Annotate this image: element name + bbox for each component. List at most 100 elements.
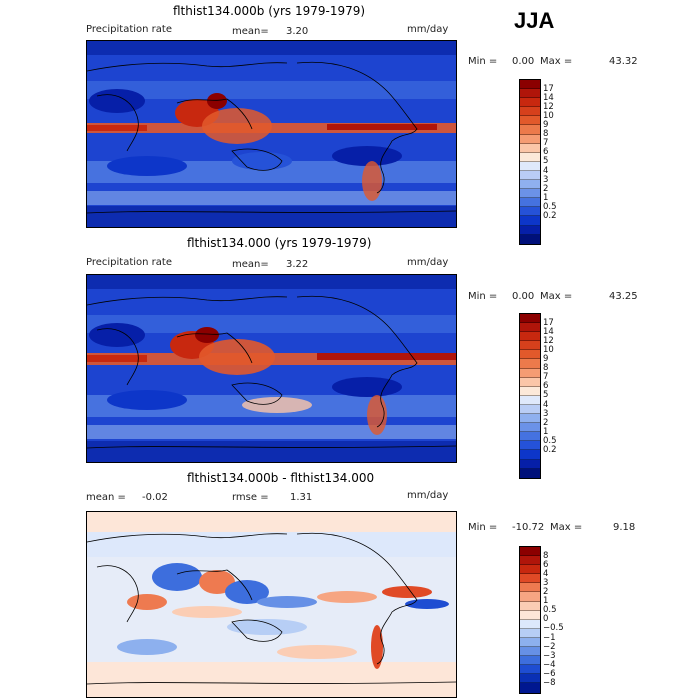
panel1-mean-label: mean=	[232, 26, 269, 37]
colorbar-tick-label: 4	[543, 165, 549, 176]
panel2-max-label: Max =	[540, 291, 573, 302]
colorbar-swatch	[520, 565, 540, 575]
panel2-precip-map	[86, 274, 457, 463]
panel1-units: mm/day	[407, 24, 449, 35]
panel3-title: flthist134.000b - flthist134.000	[187, 471, 375, 485]
colorbar-swatch	[520, 637, 540, 648]
colorbar-tick-label: −4	[543, 659, 556, 670]
panel1-mean-value: 3.20	[286, 26, 309, 37]
colorbar-tick-label: 10	[543, 344, 554, 355]
colorbar-tick-label: 0.5	[543, 435, 557, 446]
colorbar-swatch	[520, 665, 540, 675]
panel2-min-value: 0.00	[512, 291, 535, 302]
colorbar-swatch	[520, 161, 540, 171]
colorbar-tick-label: −6	[543, 668, 556, 679]
colorbar-tick-label: 2	[543, 417, 549, 428]
colorbar-swatch	[520, 547, 540, 557]
colorbar-swatch	[520, 441, 540, 451]
colorbar-tick-label: 14	[543, 326, 554, 337]
colorbar-tick-label: 5	[543, 156, 549, 167]
colorbar-swatch	[520, 207, 540, 217]
colorbar-swatch	[520, 656, 540, 666]
colorbar-tick-label: 6	[543, 559, 549, 570]
colorbar-tick-label: 7	[543, 138, 549, 149]
panel2-title: flthist134.000 (yrs 1979-1979)	[187, 236, 372, 250]
colorbar-swatch	[520, 125, 540, 135]
colorbar-swatch	[520, 189, 540, 199]
panel3-max-value: 9.18	[613, 522, 636, 533]
colorbar-tick-label: 0	[543, 614, 549, 625]
colorbar-tick-label: 0.2	[543, 445, 557, 455]
colorbar-swatch	[520, 198, 540, 208]
panel3-min-value: -10.72	[512, 522, 545, 533]
colorbar-tick-label: 17	[543, 317, 554, 328]
colorbar-tick-label: 10	[543, 110, 554, 121]
colorbar-tick-label: 3	[543, 174, 549, 185]
colorbar-swatch	[520, 583, 540, 593]
panel1-min-label: Min =	[468, 56, 498, 67]
panel2-max-value: 43.25	[609, 291, 638, 302]
colorbar-tick-label: 9	[543, 120, 549, 130]
colorbar-tick-label: −2	[543, 641, 556, 652]
colorbar-swatch	[520, 332, 540, 342]
panel3-rmse-label: rmse =	[232, 492, 269, 503]
colorbar-tick-label: 6	[543, 147, 549, 158]
colorbar-swatch	[520, 574, 540, 584]
colorbar-tick-label: −1	[543, 632, 556, 643]
colorbar-swatch	[520, 216, 540, 226]
colorbar-tick-label: −0.5	[543, 623, 564, 634]
panel3-mean-value: -0.02	[142, 492, 168, 503]
panel1-title: flthist134.000b (yrs 1979-1979)	[173, 4, 366, 18]
colorbar-tick-label: 9	[543, 354, 549, 364]
colorbar-swatch	[520, 674, 540, 684]
colorbar-swatch	[520, 180, 540, 190]
colorbar-swatch	[520, 450, 540, 460]
panel3-mean-label: mean =	[86, 492, 126, 503]
panel3-min-label: Min =	[468, 522, 498, 533]
colorbar-tick-label: 4	[543, 568, 549, 579]
colorbar-tick-label: −8	[543, 678, 556, 688]
colorbar-tick-label: 0.5	[543, 605, 557, 616]
colorbar-swatch	[520, 170, 540, 181]
colorbar-tick-label: 1	[543, 596, 549, 607]
colorbar-tick-label: 4	[543, 399, 549, 410]
colorbar-swatch	[520, 647, 540, 657]
difference-map-graphic	[87, 512, 456, 697]
precip-map-graphic	[87, 275, 456, 462]
colorbar-tick-label: 14	[543, 92, 554, 103]
colorbar-tick-label: 2	[543, 587, 549, 597]
panel2-colorbar	[519, 313, 541, 479]
colorbar-swatch	[520, 234, 540, 244]
colorbar-swatch	[520, 601, 540, 611]
panel3-colorbar	[519, 546, 541, 694]
colorbar-swatch	[520, 98, 540, 108]
colorbar-swatch	[520, 368, 540, 378]
colorbar-swatch	[520, 134, 540, 144]
colorbar-tick-label: 1	[543, 426, 549, 437]
colorbar-swatch	[520, 89, 540, 99]
panel3-units: mm/day	[407, 490, 449, 501]
panel2-variable: Precipitation rate	[86, 257, 172, 268]
colorbar-tick-label: 2	[543, 183, 549, 194]
panel2-min-label: Min =	[468, 291, 498, 302]
colorbar-swatch	[520, 225, 540, 235]
colorbar-tick-label: 12	[543, 335, 554, 346]
panel1-max-label: Max =	[540, 56, 573, 67]
colorbar-tick-label: 5	[543, 390, 549, 401]
colorbar-swatch	[520, 592, 540, 602]
colorbar-tick-label: 0.2	[543, 211, 557, 221]
panel3-difference-map	[86, 511, 457, 698]
colorbar-tick-label: 8	[543, 363, 549, 374]
precip-map-graphic	[87, 41, 456, 227]
colorbar-tick-label: 6	[543, 381, 549, 392]
colorbar-swatch	[520, 341, 540, 351]
colorbar-tick-label: 3	[543, 408, 549, 419]
colorbar-swatch	[520, 683, 540, 693]
season-label: JJA	[514, 8, 555, 33]
colorbar-swatch	[520, 386, 540, 396]
colorbar-swatch	[520, 116, 540, 126]
colorbar-swatch	[520, 556, 540, 566]
panel2-mean-label: mean=	[232, 259, 269, 270]
colorbar-swatch	[520, 432, 540, 442]
panel3-rmse-value: 1.31	[290, 492, 313, 503]
